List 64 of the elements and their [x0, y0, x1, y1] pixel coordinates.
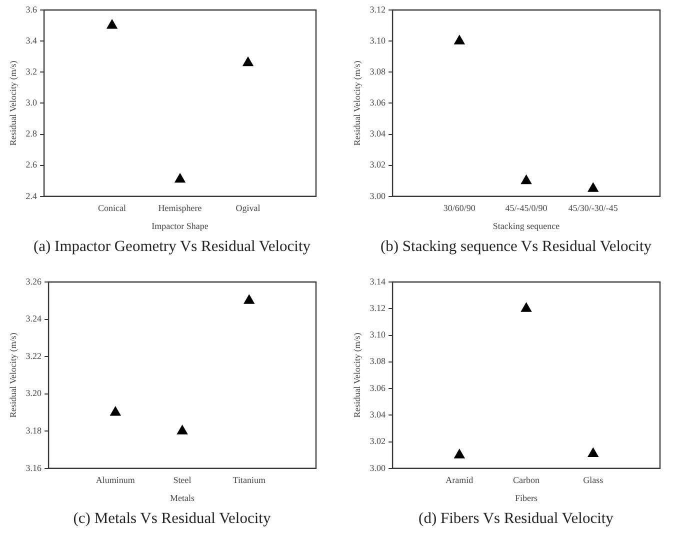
x-tick-label: 30/60/90 [443, 203, 476, 214]
point [177, 425, 188, 434]
y-tick-label: 3.12 [370, 302, 386, 313]
point [242, 56, 254, 66]
y-tick-label: 3.20 [26, 388, 42, 398]
y-tick-label: 3.10 [370, 35, 386, 46]
y-tick-label: 3.12 [370, 4, 386, 14]
point [110, 406, 121, 416]
y-tick-label: 3.14 [370, 276, 386, 286]
point [454, 35, 465, 44]
x-tick-label: Titanium [232, 475, 266, 486]
y-tick-label: 3.22 [26, 350, 42, 361]
x-tick-label: Conical [98, 203, 127, 214]
point [588, 182, 598, 192]
y-tick-label: 3.02 [370, 160, 386, 170]
y-tick-label: 3.00 [370, 190, 386, 201]
text: (c) Metals Vs Residual Velocity [72, 510, 272, 528]
x-tick-label: 45/-45/0/90 [505, 203, 548, 214]
y-axis-title: Residual Velocity (m/s) [8, 332, 18, 418]
x-tick-label: Carbon [513, 475, 540, 486]
x-tick-label: 45/30/-30/-45 [568, 203, 618, 214]
point [588, 448, 598, 458]
y-tick-label: 3.02 [370, 436, 386, 446]
text: (b) Stacking sequence Vs Residual Velocity [379, 238, 653, 256]
y-tick-label: 3.10 [370, 330, 386, 340]
y-axis-title: Residual Velocity (m/s) [352, 332, 362, 418]
y-tick-label: 3.18 [26, 425, 42, 436]
y-tick-label: 3.6 [26, 4, 38, 14]
point [521, 302, 532, 312]
x-axis-title: Impactor Shape [152, 220, 208, 231]
point [454, 449, 465, 458]
x-tick-label: Aluminum [96, 475, 135, 486]
y-tick-label: 3.06 [370, 382, 386, 393]
x-axis-title: Fibers [515, 492, 538, 503]
x-tick-label: Aramid [446, 475, 474, 486]
x-axis-title: Metals [170, 492, 196, 503]
x-axis-title: Stacking sequence [492, 220, 560, 231]
text: (d) Fibers Vs Residual Velocity [418, 510, 614, 528]
x-tick-label: Glass [583, 475, 604, 486]
point [106, 20, 118, 29]
point [521, 174, 532, 184]
y-tick-label: 3.08 [370, 356, 386, 366]
y-tick-label: 2.8 [26, 128, 38, 139]
y-tick-label: 3.0 [26, 98, 38, 108]
x-tick-label: Steel [173, 475, 192, 486]
y-tick-label: 3.2 [26, 66, 38, 76]
y-tick-label: 3.16 [26, 462, 42, 473]
y-tick-label: 2.4 [26, 190, 38, 201]
text: (a) Impactor Geometry Vs Residual Velocity [32, 238, 312, 256]
y-tick-label: 3.04 [370, 128, 386, 139]
x-tick-label: Ogival [236, 203, 261, 214]
y-axis-title: Residual Velocity (m/s) [352, 60, 362, 146]
y-tick-label: 3.00 [370, 462, 386, 473]
x-tick-label: Hemisphere [158, 203, 202, 214]
y-tick-label: 3.06 [370, 98, 386, 108]
point [244, 294, 254, 304]
y-tick-label: 3.26 [26, 276, 42, 286]
y-tick-label: 2.6 [26, 160, 38, 170]
y-axis-title: Residual Velocity (m/s) [8, 60, 18, 146]
y-tick-label: 3.08 [370, 66, 386, 76]
y-tick-label: 3.24 [26, 314, 42, 324]
y-tick-label: 3.4 [26, 35, 38, 46]
point [174, 173, 186, 183]
y-tick-label: 3.04 [370, 410, 386, 420]
